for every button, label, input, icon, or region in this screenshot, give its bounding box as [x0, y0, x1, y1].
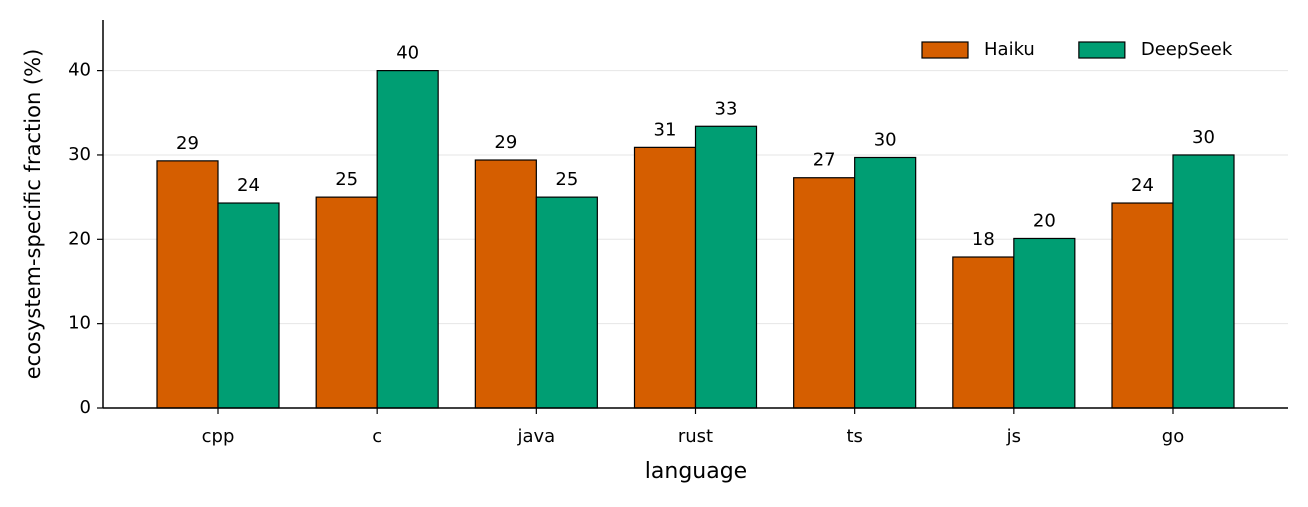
x-tick-label: ts: [846, 426, 862, 447]
x-tick-label: java: [516, 426, 555, 447]
data-label: 25: [555, 169, 578, 190]
bar: [535, 196, 598, 409]
legend-label: DeepSeek: [1141, 39, 1233, 60]
data-label: 31: [654, 119, 677, 140]
y-tick-label: 20: [68, 228, 91, 249]
y-tick-label: 40: [68, 60, 91, 81]
y-tick-label: 10: [68, 313, 91, 334]
data-label: 20: [1033, 210, 1056, 231]
data-label: 24: [1131, 175, 1154, 196]
y-tick-label: 0: [80, 397, 91, 418]
legend-swatch: [921, 41, 969, 59]
bar: [156, 160, 219, 409]
bar: [952, 256, 1015, 409]
legend-swatch: [1078, 41, 1126, 59]
bar: [1013, 237, 1076, 409]
bar: [793, 177, 856, 409]
data-label: 18: [972, 229, 995, 250]
bar: [1172, 154, 1235, 409]
data-label: 29: [176, 133, 199, 154]
x-axis-label: language: [645, 459, 747, 484]
data-label: 29: [494, 132, 517, 153]
bar: [633, 146, 697, 409]
bar: [694, 125, 758, 409]
x-tick-label: go: [1162, 426, 1184, 447]
bar: [315, 196, 378, 409]
bar: [217, 202, 280, 409]
bar: [474, 159, 537, 409]
legend-label: Haiku: [984, 39, 1035, 60]
x-tick-label: cpp: [202, 426, 235, 447]
data-label: 33: [715, 98, 738, 119]
bar: [376, 70, 439, 409]
x-tick-label: rust: [678, 426, 713, 447]
bar: [1111, 202, 1174, 409]
data-label: 25: [335, 169, 358, 190]
y-tick-label: 30: [68, 144, 91, 165]
data-label: 40: [396, 43, 419, 64]
x-tick-label: js: [1006, 426, 1021, 447]
bar: [854, 156, 917, 409]
x-tick-label: c: [372, 426, 382, 447]
data-label: 30: [874, 129, 897, 150]
data-label: 27: [813, 150, 836, 171]
y-axis-label: ecosystem-specific fraction (%): [21, 49, 45, 380]
data-label: 30: [1192, 127, 1215, 148]
data-label: 24: [237, 175, 260, 196]
